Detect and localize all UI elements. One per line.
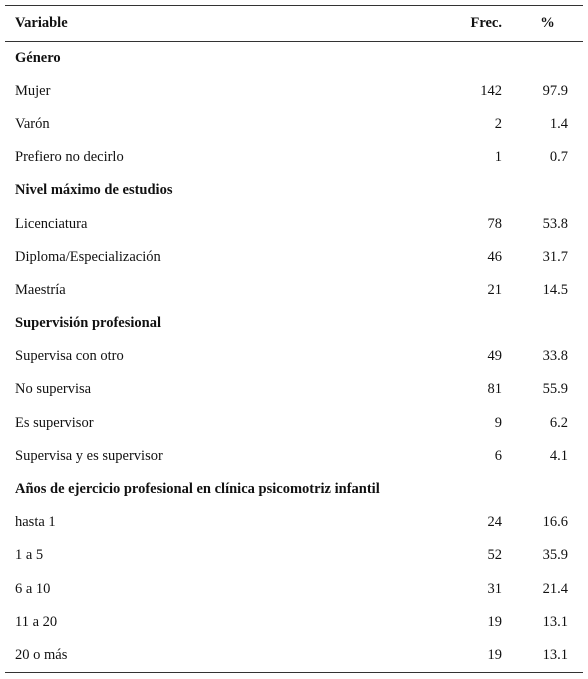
frequency-cell: 21: [487, 281, 503, 298]
section-row: Género: [5, 42, 583, 75]
frequency-cell: 24: [487, 514, 503, 531]
variable-cell: Diploma/Especialización: [15, 248, 161, 265]
data-row: Maestría 21 14.5: [5, 274, 583, 307]
percent-cell: 53.8: [542, 215, 568, 232]
frequency-cell: 81: [487, 381, 503, 398]
percent-cell: 16.6: [542, 514, 568, 531]
percent-cell: 13.1: [542, 613, 568, 630]
frequency-cell: 49: [487, 348, 503, 365]
percent-cell: 4.1: [549, 447, 568, 464]
data-row: Es supervisor 9 6.2: [5, 407, 583, 440]
frequency-cell: 31: [487, 580, 503, 597]
frequency-cell: 78: [487, 215, 503, 232]
section-row: Años de ejercicio profesional en clínica…: [5, 473, 583, 506]
data-row: Varón 2 1.4: [5, 108, 583, 141]
data-row: 1 a 5 52 35.9: [5, 539, 583, 572]
percent-cell: 35.9: [542, 547, 568, 564]
percent-cell: 97.9: [542, 82, 568, 99]
header-cell: Frec.: [432, 5, 502, 42]
data-row: No supervisa 81 55.9: [5, 373, 583, 406]
percent-cell: 1.4: [549, 115, 568, 132]
variable-cell: 11 a 20: [15, 613, 58, 630]
data-row: 6 a 10 31 21.4: [5, 573, 583, 606]
frequency-cell: 19: [487, 613, 503, 630]
data-table: Variable Frec. % Género Mujer 142 97.9 Varón…: [5, 5, 583, 673]
data-row: Diploma/Especialización 46 31.7: [5, 241, 583, 274]
frequency-cell: 9: [494, 414, 502, 431]
percent-cell: 21.4: [542, 580, 568, 597]
data-row: Licenciatura 78 53.8: [5, 207, 583, 240]
frequency-cell: 2: [494, 115, 502, 132]
variable-cell: 20 o más: [5, 638, 432, 673]
percent-cell: 33.8: [542, 348, 568, 365]
data-row: 20 o más 19 13.1: [5, 638, 583, 673]
data-row: Supervisa con otro 49 33.8: [5, 340, 583, 373]
data-row: Prefiero no decirlo 1 0.7: [5, 141, 583, 174]
data-row: Mujer 142 97.9: [5, 75, 583, 108]
variable-cell: Varón: [15, 115, 50, 132]
section-row: Supervisión profesional: [5, 307, 583, 340]
variable-cell: hasta 1: [15, 514, 56, 531]
percent-cell: 0.7: [549, 149, 568, 166]
percent-cell: 6.2: [549, 414, 568, 431]
data-row: 11 a 20 19 13.1: [5, 606, 583, 639]
frequency-cell: 52: [487, 547, 503, 564]
frequency-cell: 1: [494, 149, 502, 166]
variable-cell: Mujer: [15, 82, 51, 99]
variable-cell: No supervisa: [15, 381, 92, 398]
variable-cell: 6 a 10: [15, 580, 51, 597]
data-row: Supervisa y es supervisor 6 4.1: [5, 440, 583, 473]
header-cell: Variable: [5, 5, 432, 42]
variable-cell: Supervisa y es supervisor: [15, 447, 163, 464]
variable-cell: 1 a 5: [15, 547, 44, 564]
section-label: Nivel máximo de estudios: [15, 182, 173, 199]
variable-cell: Es supervisor: [15, 414, 94, 431]
section-label: Supervisión profesional: [15, 315, 161, 332]
frequency-cell: 46: [487, 248, 503, 265]
frequency-cell: 6: [494, 447, 502, 464]
variable-cell: Maestría: [15, 281, 66, 298]
percent-cell: 55.9: [542, 381, 568, 398]
variable-cell: Licenciatura: [15, 215, 88, 232]
variable-cell: Supervisa con otro: [15, 348, 124, 365]
percent-cell: 14.5: [542, 281, 568, 298]
frequency-cell: 19: [432, 638, 502, 673]
header-cell: %: [502, 5, 583, 42]
section-label: Género: [15, 49, 61, 66]
percent-cell: 13.1: [502, 638, 583, 673]
frequency-cell: 142: [480, 82, 502, 99]
header-row: Variable Frec. %: [5, 5, 583, 42]
table-body: Género Mujer 142 97.9 Varón 2 1.4 Prefiero no d…: [5, 42, 583, 673]
percent-cell: 31.7: [542, 248, 568, 265]
data-row: hasta 1 24 16.6: [5, 506, 583, 539]
variable-cell: Prefiero no decirlo: [15, 149, 124, 166]
table-header: Variable Frec. %: [5, 5, 583, 42]
section-label: Años de ejercicio profesional en clínica…: [15, 481, 380, 498]
section-row: Nivel máximo de estudios: [5, 174, 583, 207]
